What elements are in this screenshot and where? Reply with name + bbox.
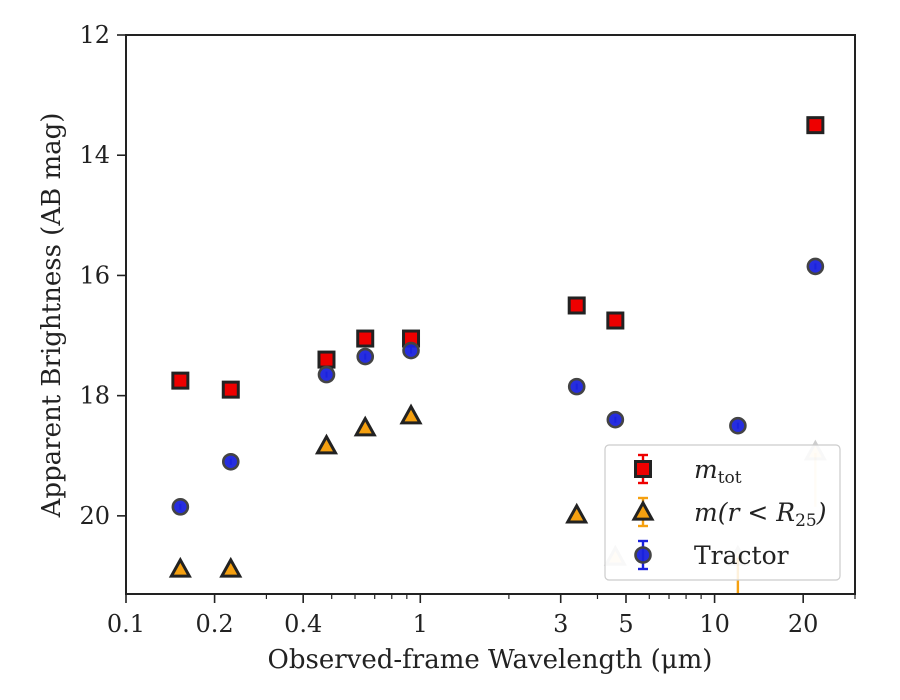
data-point-square — [567, 296, 586, 315]
legend-label: m(r < R25) — [694, 498, 826, 531]
y-tick-label: 20 — [79, 502, 110, 530]
x-tick-label: 20 — [788, 610, 819, 638]
x-tick-label: 1 — [413, 610, 428, 638]
data-point-square — [806, 116, 825, 135]
data-point-square — [606, 311, 625, 330]
legend-marker-triangle — [631, 499, 655, 521]
data-point-square — [221, 380, 240, 399]
x-tick-label: 0.2 — [196, 610, 234, 638]
legend-frame — [604, 444, 841, 581]
legend: mtot m(r < R25) Tractor — [604, 444, 841, 581]
y-tick-label: 16 — [79, 261, 110, 289]
y-tick-label: 14 — [79, 141, 110, 169]
data-point-triangle — [168, 556, 192, 578]
legend-label: mtot — [694, 455, 742, 488]
axis-layer: 0.1 0.2 0.4 1 3 5 10 20 12 14 16 18 20 — [79, 21, 856, 638]
y-tick-label: 18 — [79, 382, 110, 410]
data-point-square — [171, 371, 190, 390]
data-point-triangle — [399, 403, 423, 425]
data-point-triangle — [219, 556, 243, 578]
data-point-square — [317, 350, 336, 369]
series-3 — [171, 257, 825, 516]
x-axis-label: Observed-frame Wavelength (μm) — [268, 645, 713, 675]
legend-label: Tractor — [694, 541, 789, 570]
data-point-triangle — [565, 502, 589, 524]
data-point-triangle — [314, 433, 339, 455]
x-tick-label: 0.1 — [107, 610, 145, 638]
x-tick-label: 0.4 — [284, 610, 322, 638]
y-tick-label: 12 — [79, 21, 110, 49]
data-point-square — [356, 329, 375, 348]
x-tick-label: 5 — [618, 610, 633, 638]
plot-frame — [125, 34, 856, 595]
series-1 — [171, 116, 825, 399]
y-axis-label: Apparent Brightness (AB mag) — [37, 113, 67, 519]
data-point-triangle — [353, 415, 377, 437]
x-tick-label: 3 — [553, 610, 568, 638]
x-tick-label: 10 — [699, 610, 730, 638]
legend-marker-square — [634, 460, 652, 478]
